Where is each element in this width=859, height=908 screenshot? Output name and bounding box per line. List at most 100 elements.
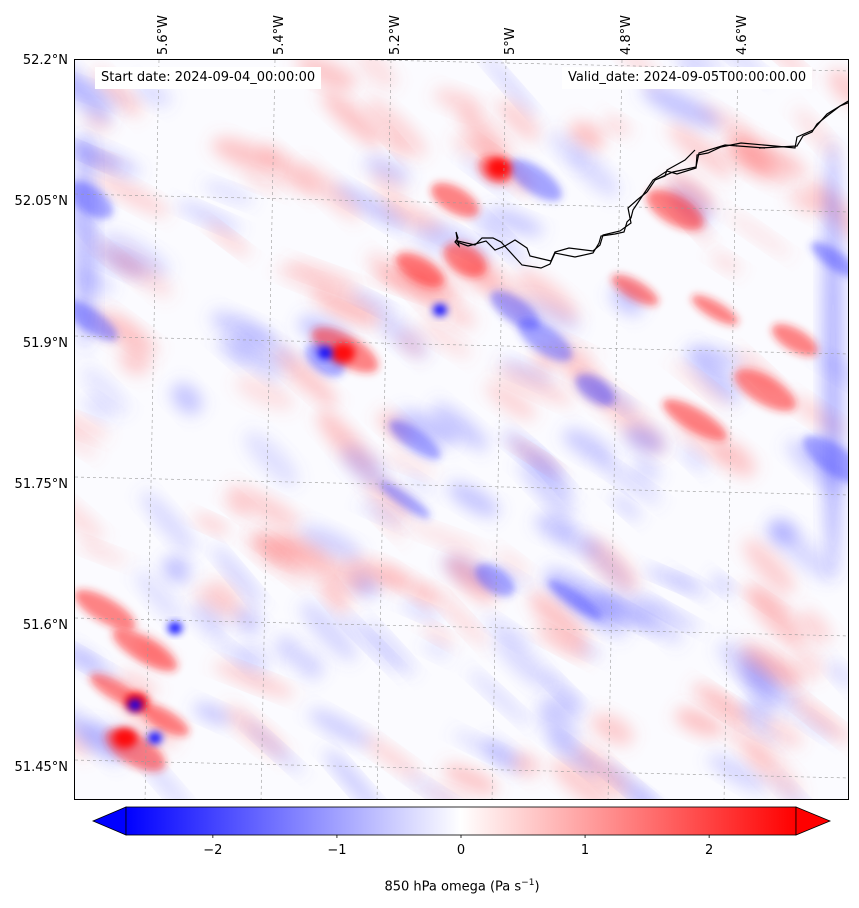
colorbar-tick-label: 2 <box>705 843 714 858</box>
omega-contour-blob <box>481 60 538 117</box>
omega-contour-blob <box>217 336 250 366</box>
omega-contour-blob <box>334 183 409 231</box>
omega-contour-blob <box>299 524 362 560</box>
omega-contour-blob <box>594 457 662 505</box>
omega-contour-blob <box>331 343 355 363</box>
lat-label-51-45: 51.45°N <box>14 760 68 775</box>
omega-contour-blob <box>533 627 591 660</box>
omega-contour-blob <box>400 601 442 622</box>
omega-contour-blob <box>113 728 137 748</box>
omega-contour-blob <box>452 730 517 765</box>
omega-contour-blob <box>668 172 715 213</box>
omega-contour-blob <box>379 481 431 519</box>
omega-contour-blob <box>140 703 190 737</box>
omega-contour-blob <box>286 260 360 290</box>
omega-contour-blob <box>433 88 485 115</box>
omega-contour-blob <box>447 482 500 517</box>
omega-contour-blob <box>516 298 582 333</box>
omega-contour-blob <box>224 494 252 519</box>
omega-contour-blob <box>431 402 489 451</box>
colorbar-title-text: 850 hPa omega (Pa s <box>384 879 522 895</box>
omega-contour-blob <box>211 137 278 172</box>
omega-contour-blob <box>828 660 848 688</box>
omega-contour-blob <box>519 460 573 517</box>
omega-contour-blob <box>358 501 404 525</box>
omega-contour-blob <box>162 555 190 584</box>
colorbar-tick-label: 0 <box>456 843 466 858</box>
omega-contour-blob <box>429 222 496 260</box>
omega-contour-blob <box>232 339 282 381</box>
omega-contour-blob <box>553 528 599 557</box>
omega-contour-blob <box>771 323 819 357</box>
omega-contour-blob <box>212 635 256 670</box>
lat-label-52-2: 52.2°N <box>22 53 68 68</box>
omega-contour-blob <box>202 181 255 205</box>
omega-contour-blob <box>680 445 708 472</box>
omega-contour-blob <box>300 601 358 662</box>
lon-label-5-6: 5.6°W <box>156 14 171 55</box>
omega-contour-blob <box>75 73 127 107</box>
omega-contour-blob <box>128 699 142 711</box>
omega-contour-blob <box>364 618 417 676</box>
omega-contour-blob <box>710 252 742 275</box>
omega-contour-blob <box>760 717 804 749</box>
colorbar-extend-min <box>92 806 127 836</box>
omega-contour-blob <box>234 327 299 366</box>
omega-contour-blob <box>82 396 114 421</box>
colorbar-title-close: ) <box>534 879 540 895</box>
omega-contour-blob <box>551 759 611 799</box>
omega-contour-blob <box>193 586 246 620</box>
lon-label-5-4: 5.4°W <box>272 14 287 55</box>
omega-contour-blob <box>298 162 361 221</box>
omega-contour-blob <box>443 764 498 795</box>
omega-contour-blob <box>724 210 793 258</box>
omega-contour-blob <box>422 640 451 659</box>
omega-contour-blob <box>75 589 136 631</box>
omega-contour-blob <box>395 252 445 288</box>
omega-contour-blob <box>340 612 403 675</box>
omega-contour-blob <box>675 707 723 737</box>
omega-contour-blob <box>667 570 713 600</box>
omega-contour-blob <box>104 312 159 355</box>
lon-label-4-8: 4.8°W <box>619 14 634 55</box>
omega-contour-blob <box>471 210 526 264</box>
omega-contour-blob <box>724 720 775 770</box>
omega-contour-blob <box>193 702 231 725</box>
omega-contour-blob <box>206 222 251 257</box>
omega-contour-blob <box>318 347 332 359</box>
colorbar-tick-label: −2 <box>203 843 223 858</box>
omega-contour-blob <box>134 570 183 624</box>
omega-contour-blob <box>168 622 182 634</box>
omega-contour-blob <box>90 239 139 278</box>
omega-contour-blob <box>575 642 603 660</box>
omega-contour-blob <box>611 493 642 521</box>
omega-contour-blob <box>433 304 447 316</box>
omega-contour-blob <box>321 90 384 147</box>
omega-contour-blob <box>703 689 742 722</box>
omega-contour-blob <box>324 749 382 799</box>
omega-contour-blob <box>662 399 728 441</box>
omega-contour-blob <box>827 68 848 107</box>
omega-contour-blob <box>227 485 301 528</box>
omega-contour-blob <box>75 130 95 350</box>
lat-label-51-75: 51.75°N <box>14 477 68 492</box>
omega-contour-blob <box>793 648 825 680</box>
start-date-label: Start date: 2024-09-04_00:00:00 <box>95 67 322 89</box>
omega-contour-blob <box>452 133 498 164</box>
omega-contour-blob <box>148 732 162 744</box>
omega-contour-blob <box>667 123 734 179</box>
omega-contour-blob <box>295 60 358 90</box>
omega-contour-blob <box>363 156 411 183</box>
omega-contour-blob <box>443 242 487 278</box>
omega-contour-blob <box>75 727 93 758</box>
omega-contour-blob <box>171 383 203 415</box>
omega-contour-blob <box>542 670 581 709</box>
omega-contour-blob <box>81 366 129 415</box>
omega-contour-blob <box>350 290 395 315</box>
omega-contour-blob <box>517 318 573 362</box>
omega-contour-blob <box>75 540 128 564</box>
omega-contour-blob <box>243 538 278 570</box>
omega-contour-blob <box>710 574 735 595</box>
omega-contour-blob <box>422 624 456 646</box>
omega-contour-blob <box>317 557 366 596</box>
